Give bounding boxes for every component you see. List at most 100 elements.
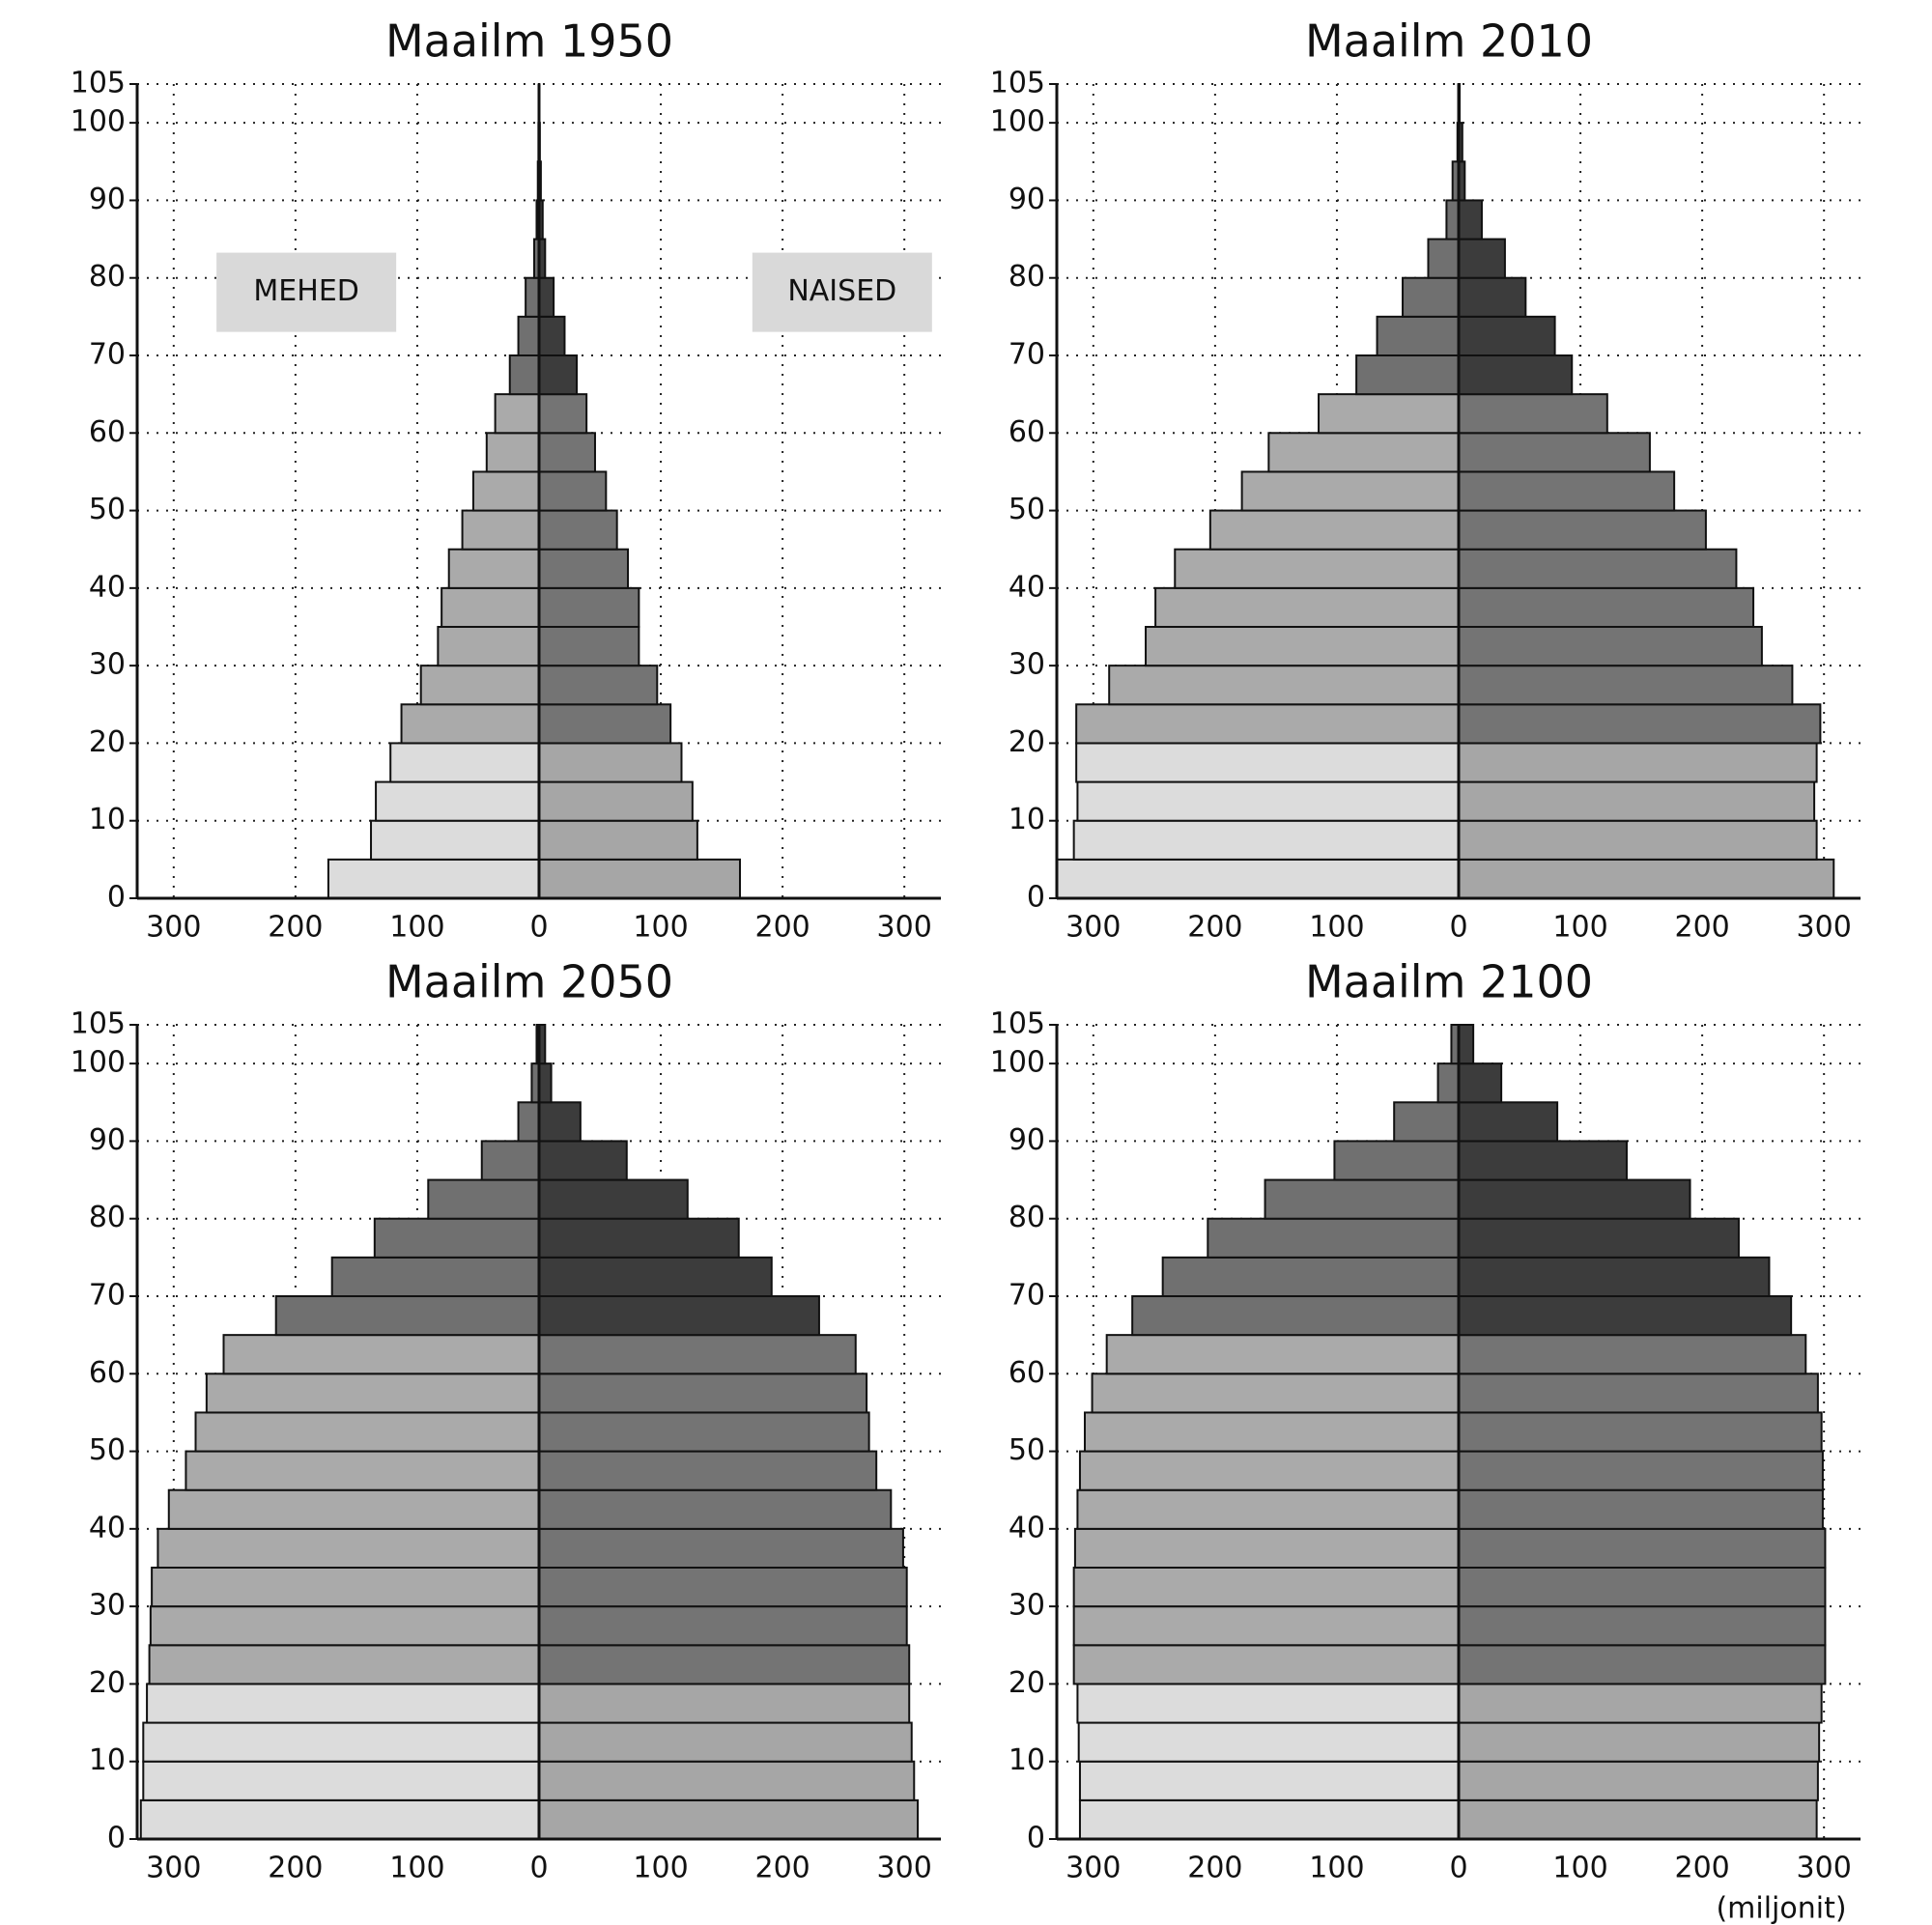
y-tick-label: 60 bbox=[89, 415, 126, 449]
y-tick-label: 105 bbox=[71, 1007, 126, 1041]
x-tick-label: 300 bbox=[877, 911, 932, 945]
bar bbox=[1076, 780, 1460, 822]
bar bbox=[538, 1721, 913, 1763]
y-tick-label: 40 bbox=[1009, 1511, 1045, 1544]
bar bbox=[1161, 1256, 1460, 1298]
bar bbox=[1458, 1411, 1823, 1453]
y-tick-label: 20 bbox=[1009, 1666, 1045, 1700]
y-tick-label: 90 bbox=[89, 183, 126, 216]
y-tick-label: 60 bbox=[89, 1356, 126, 1390]
bar bbox=[1075, 742, 1460, 783]
bar bbox=[373, 1217, 540, 1259]
bar bbox=[1078, 1798, 1461, 1839]
bar bbox=[1458, 1373, 1819, 1414]
chart-title: Maailm 2050 bbox=[385, 956, 673, 1008]
bar bbox=[538, 1798, 920, 1839]
x-tick-label: 200 bbox=[1187, 911, 1242, 945]
x-tick-label: 0 bbox=[1449, 1852, 1467, 1885]
bar bbox=[538, 858, 741, 898]
x-tick-label: 200 bbox=[1187, 1852, 1242, 1885]
bar bbox=[1458, 1488, 1824, 1530]
x-tick-label: 100 bbox=[1552, 911, 1607, 945]
bar bbox=[1458, 858, 1835, 898]
bar bbox=[1458, 1760, 1819, 1801]
bar bbox=[1072, 1605, 1460, 1647]
bar bbox=[538, 1567, 908, 1608]
bar bbox=[185, 1450, 540, 1491]
y-tick-label: 50 bbox=[1009, 493, 1045, 526]
x-tick-label: 0 bbox=[529, 1852, 548, 1885]
x-tick-label: 200 bbox=[754, 911, 810, 945]
bar bbox=[538, 1295, 820, 1337]
y-tick-label: 10 bbox=[1009, 803, 1045, 836]
bar bbox=[1264, 1178, 1460, 1220]
bar bbox=[1458, 1101, 1559, 1143]
panel: Maailm 2100 300 200 100 0 100 200 300 0 10 20 30 40 5… bbox=[990, 956, 1861, 1925]
y-tick-label: 80 bbox=[1009, 1201, 1045, 1234]
bar bbox=[1073, 1527, 1460, 1570]
bar bbox=[1458, 1140, 1628, 1181]
chart-title: Maailm 1950 bbox=[385, 15, 673, 68]
y-tick-label: 105 bbox=[990, 67, 1045, 100]
bar bbox=[142, 1760, 540, 1801]
bar bbox=[538, 1683, 911, 1724]
y-tick-label: 30 bbox=[1009, 1589, 1045, 1623]
bar bbox=[1078, 1450, 1461, 1491]
bar bbox=[375, 780, 541, 822]
y-tick-label: 0 bbox=[107, 881, 126, 915]
bar bbox=[389, 742, 540, 783]
bar bbox=[1267, 432, 1460, 473]
bar bbox=[1458, 354, 1574, 396]
bar bbox=[1427, 238, 1461, 279]
bar bbox=[538, 1334, 857, 1375]
y-tick-label: 50 bbox=[1009, 1433, 1045, 1467]
bar bbox=[1333, 1140, 1461, 1181]
y-tick-label: 100 bbox=[71, 1046, 126, 1080]
bar bbox=[538, 276, 555, 318]
bar bbox=[1072, 1567, 1460, 1608]
y-tick-label: 10 bbox=[89, 1743, 126, 1777]
bar bbox=[1458, 1567, 1827, 1608]
bar bbox=[538, 742, 683, 783]
bar bbox=[538, 509, 618, 551]
bar bbox=[1075, 703, 1460, 745]
bar bbox=[1458, 1527, 1827, 1570]
bar bbox=[167, 1488, 540, 1530]
bar bbox=[538, 780, 694, 822]
bar bbox=[222, 1334, 541, 1375]
chart-title: Maailm 2100 bbox=[1305, 956, 1593, 1008]
bar bbox=[139, 1798, 540, 1839]
bar bbox=[538, 1217, 740, 1259]
bar bbox=[538, 1605, 908, 1647]
y-tick-label: 50 bbox=[89, 493, 126, 526]
bar bbox=[1083, 1411, 1460, 1453]
bar bbox=[1072, 819, 1460, 861]
y-tick-label: 100 bbox=[990, 105, 1045, 139]
legend-label: MEHED bbox=[253, 274, 358, 308]
bar bbox=[1105, 1334, 1460, 1375]
bar bbox=[1458, 548, 1738, 589]
legend-box bbox=[216, 252, 397, 332]
bar bbox=[538, 1373, 868, 1414]
x-tick-label: 300 bbox=[146, 911, 201, 945]
bar bbox=[1458, 1217, 1740, 1259]
bar bbox=[440, 586, 541, 628]
y-tick-label: 20 bbox=[89, 725, 126, 759]
bar bbox=[400, 703, 540, 745]
panel: Maailm 2050 300 200 100 0 100 200 300 0 10 20 30 40 5… bbox=[71, 956, 941, 1885]
bar bbox=[1355, 354, 1461, 396]
bar bbox=[538, 1488, 893, 1530]
bar bbox=[538, 665, 659, 706]
y-tick-label: 80 bbox=[89, 1201, 126, 1234]
bar bbox=[1091, 1373, 1461, 1414]
bar bbox=[538, 1450, 878, 1491]
x-tick-label: 100 bbox=[1309, 911, 1364, 945]
bar bbox=[538, 703, 672, 745]
bar bbox=[1458, 393, 1608, 435]
x-tick-label: 0 bbox=[529, 911, 548, 945]
bar bbox=[1458, 1295, 1793, 1337]
y-tick-label: 0 bbox=[1027, 1822, 1045, 1855]
bar bbox=[1458, 586, 1755, 628]
bar bbox=[370, 819, 541, 861]
bar bbox=[1458, 315, 1556, 357]
